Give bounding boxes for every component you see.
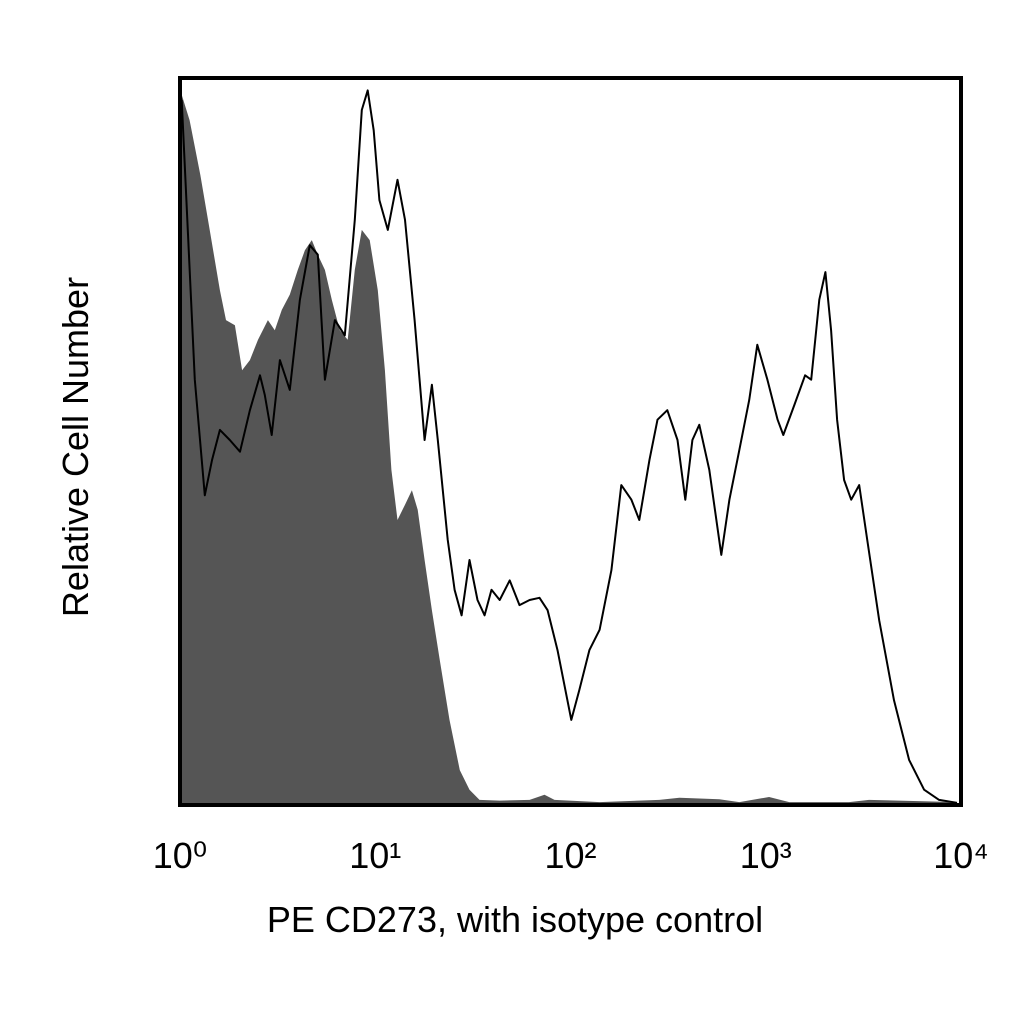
x-tick-label: 10³: [740, 835, 792, 876]
x-axis-label: PE CD273, with isotype control: [267, 899, 763, 940]
plot-frame: [178, 76, 963, 807]
outline-histogram: [180, 89, 958, 804]
filled-histogram: [181, 94, 957, 805]
x-tick-label: 10¹: [349, 835, 401, 876]
x-tick-label: 10²: [544, 835, 596, 876]
x-tick-label: 10⁰: [153, 835, 207, 876]
y-axis-label: Relative Cell Number: [55, 277, 96, 617]
x-tick-label: 10⁴: [933, 835, 989, 876]
